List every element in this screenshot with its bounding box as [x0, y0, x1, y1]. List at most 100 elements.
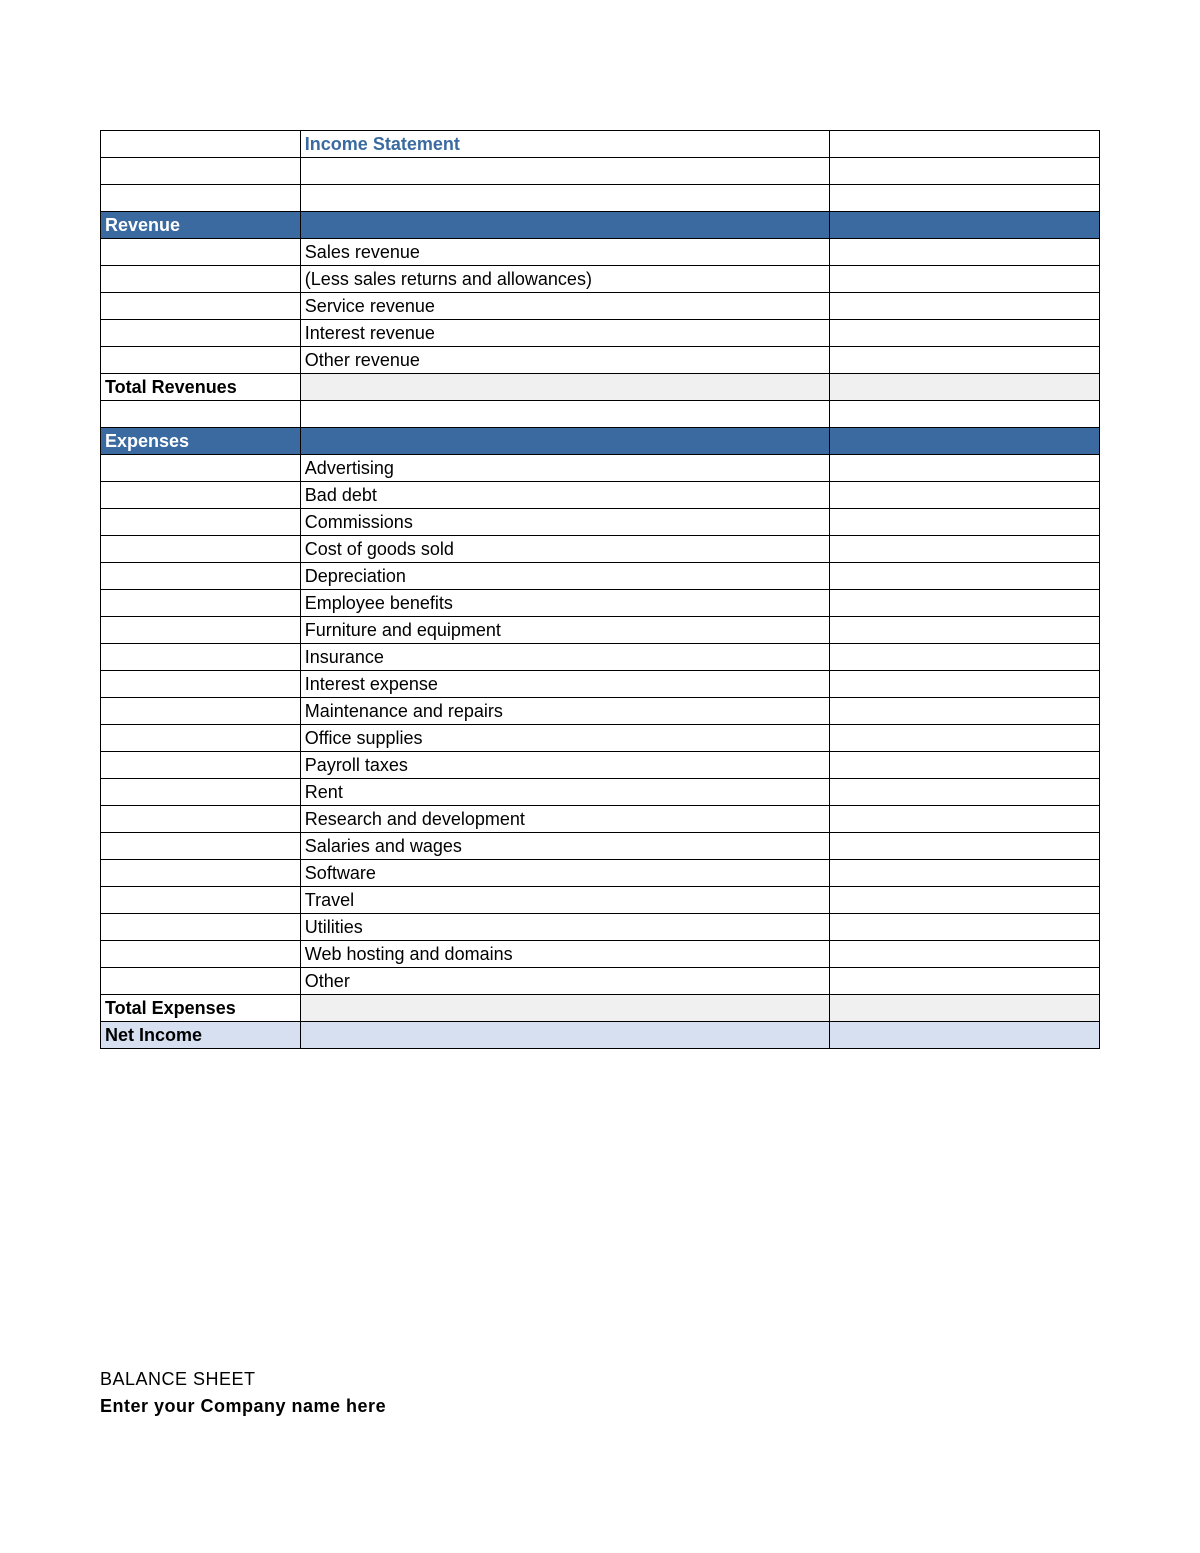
total-expenses-label: Total Expenses — [101, 995, 301, 1022]
revenue-item-row: Service revenue — [101, 293, 1100, 320]
total-revenues-desc — [300, 374, 829, 401]
expense-item-row: Other — [101, 968, 1100, 995]
expense-item-label: Maintenance and repairs — [300, 698, 829, 725]
expense-item-label: Interest expense — [300, 671, 829, 698]
expense-item-row: Depreciation — [101, 563, 1100, 590]
revenue-item-row: (Less sales returns and allowances) — [101, 266, 1100, 293]
expense-item-row: Interest expense — [101, 671, 1100, 698]
blank-row — [101, 158, 1100, 185]
expense-item-label: Salaries and wages — [300, 833, 829, 860]
revenue-item-row: Sales revenue — [101, 239, 1100, 266]
net-income-desc — [300, 1022, 829, 1049]
expense-item-amount[interactable] — [830, 968, 1100, 995]
expense-item-row: Research and development — [101, 806, 1100, 833]
footer-block: BALANCE SHEET Enter your Company name he… — [100, 1369, 1100, 1417]
expense-item-amount[interactable] — [830, 887, 1100, 914]
expense-item-amount[interactable] — [830, 509, 1100, 536]
expense-item-amount[interactable] — [830, 590, 1100, 617]
expense-item-label: Bad debt — [300, 482, 829, 509]
expense-item-amount[interactable] — [830, 779, 1100, 806]
expense-item-amount[interactable] — [830, 536, 1100, 563]
expense-item-label: Insurance — [300, 644, 829, 671]
income-statement-page: Income Statement RevenueSales revenue(Les… — [0, 0, 1200, 1477]
footer-balance-sheet-label: BALANCE SHEET — [100, 1369, 1100, 1390]
expense-item-amount[interactable] — [830, 671, 1100, 698]
expense-item-label: Rent — [300, 779, 829, 806]
total-expenses-amount — [830, 995, 1100, 1022]
total-revenues-amount — [830, 374, 1100, 401]
expense-item-row: Insurance — [101, 644, 1100, 671]
expense-item-label: Office supplies — [300, 725, 829, 752]
expense-item-label: Furniture and equipment — [300, 617, 829, 644]
revenue-item-amount[interactable] — [830, 347, 1100, 374]
expense-item-row: Utilities — [101, 914, 1100, 941]
expense-item-amount[interactable] — [830, 617, 1100, 644]
expense-item-amount[interactable] — [830, 806, 1100, 833]
expense-item-amount[interactable] — [830, 482, 1100, 509]
revenue-item-amount[interactable] — [830, 266, 1100, 293]
expense-item-label: Depreciation — [300, 563, 829, 590]
expense-item-row: Cost of goods sold — [101, 536, 1100, 563]
blank-row — [101, 185, 1100, 212]
net-income-label: Net Income — [101, 1022, 301, 1049]
net-income-amount — [830, 1022, 1100, 1049]
expense-item-label: Utilities — [300, 914, 829, 941]
total-expenses-row: Total Expenses — [101, 995, 1100, 1022]
expense-item-amount[interactable] — [830, 860, 1100, 887]
revenue-item-row: Other revenue — [101, 347, 1100, 374]
expense-item-row: Salaries and wages — [101, 833, 1100, 860]
revenue-item-amount[interactable] — [830, 293, 1100, 320]
expense-item-amount[interactable] — [830, 644, 1100, 671]
expense-item-amount[interactable] — [830, 563, 1100, 590]
expense-item-amount[interactable] — [830, 833, 1100, 860]
title-row: Income Statement — [101, 131, 1100, 158]
expense-item-amount[interactable] — [830, 725, 1100, 752]
expense-item-row: Office supplies — [101, 725, 1100, 752]
expense-item-row: Payroll taxes — [101, 752, 1100, 779]
expense-item-row: Employee benefits — [101, 590, 1100, 617]
expense-item-row: Furniture and equipment — [101, 617, 1100, 644]
total-expenses-desc — [300, 995, 829, 1022]
expense-item-label: Web hosting and domains — [300, 941, 829, 968]
expense-item-amount[interactable] — [830, 455, 1100, 482]
expense-item-row: Advertising — [101, 455, 1100, 482]
expense-item-label: Travel — [300, 887, 829, 914]
revenue-section-header: Revenue — [101, 212, 1100, 239]
revenue-header-label: Revenue — [101, 212, 301, 239]
expense-item-label: Cost of goods sold — [300, 536, 829, 563]
expenses-section-header: Expenses — [101, 428, 1100, 455]
expense-item-amount[interactable] — [830, 941, 1100, 968]
blank-row — [101, 401, 1100, 428]
revenue-item-amount[interactable] — [830, 239, 1100, 266]
revenue-item-label: Sales revenue — [300, 239, 829, 266]
expense-item-label: Advertising — [300, 455, 829, 482]
expense-item-row: Web hosting and domains — [101, 941, 1100, 968]
expense-item-row: Travel — [101, 887, 1100, 914]
net-income-row: Net Income — [101, 1022, 1100, 1049]
document-title: Income Statement — [300, 131, 829, 158]
total-revenues-label: Total Revenues — [101, 374, 301, 401]
expense-item-label: Software — [300, 860, 829, 887]
expense-item-label: Commissions — [300, 509, 829, 536]
expense-item-row: Software — [101, 860, 1100, 887]
expense-item-row: Rent — [101, 779, 1100, 806]
revenue-item-label: (Less sales returns and allowances) — [300, 266, 829, 293]
total-revenues-row: Total Revenues — [101, 374, 1100, 401]
expense-item-amount[interactable] — [830, 914, 1100, 941]
expense-item-amount[interactable] — [830, 752, 1100, 779]
expense-item-label: Other — [300, 968, 829, 995]
revenue-item-amount[interactable] — [830, 320, 1100, 347]
expense-item-row: Commissions — [101, 509, 1100, 536]
expense-item-amount[interactable] — [830, 698, 1100, 725]
expense-item-label: Employee benefits — [300, 590, 829, 617]
expense-item-label: Research and development — [300, 806, 829, 833]
revenue-item-label: Other revenue — [300, 347, 829, 374]
revenue-item-label: Interest revenue — [300, 320, 829, 347]
revenue-item-row: Interest revenue — [101, 320, 1100, 347]
income-statement-table: Income Statement RevenueSales revenue(Les… — [100, 130, 1100, 1049]
expenses-header-label: Expenses — [101, 428, 301, 455]
expense-item-label: Payroll taxes — [300, 752, 829, 779]
footer-company-name-placeholder: Enter your Company name here — [100, 1396, 1100, 1417]
expense-item-row: Maintenance and repairs — [101, 698, 1100, 725]
revenue-item-label: Service revenue — [300, 293, 829, 320]
